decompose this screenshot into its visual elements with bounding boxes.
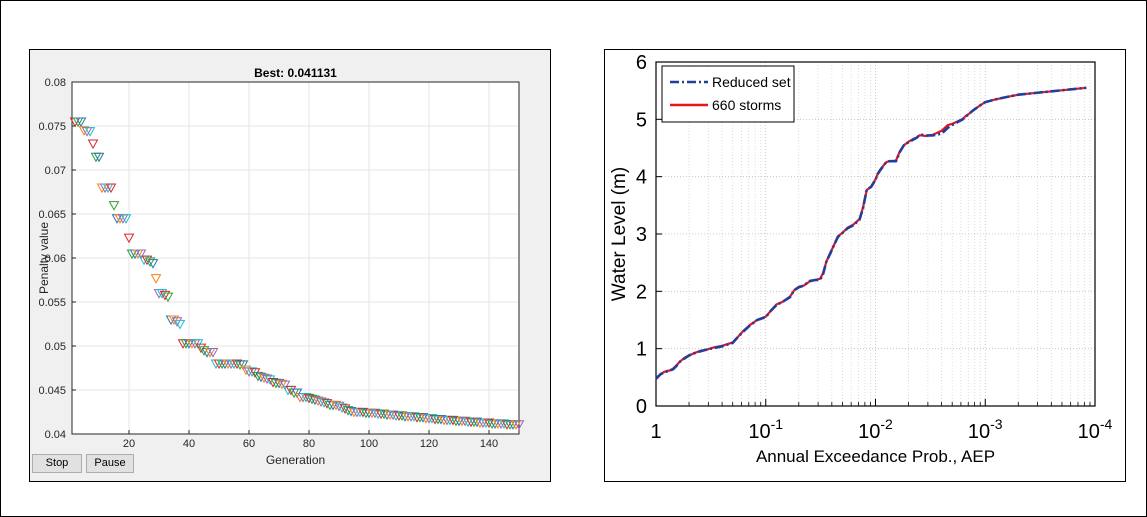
data-point	[75, 117, 87, 128]
legend-box	[661, 65, 795, 123]
data-point	[435, 414, 447, 425]
x-tick-label: 10-4	[1078, 416, 1113, 443]
data-point	[162, 292, 174, 303]
data-point	[369, 408, 381, 419]
data-point	[357, 407, 369, 418]
x-tick-label: 10-3	[968, 416, 1003, 443]
legend-label: Reduced set	[712, 74, 791, 90]
data-point	[237, 360, 249, 371]
y-tick-label: 0.055	[38, 297, 66, 309]
x-tick-label: 100	[360, 438, 378, 450]
data-point	[396, 411, 408, 422]
data-point	[171, 317, 183, 327]
x-axis-label: Annual Exceedance Prob., AEP	[756, 447, 995, 466]
optimization-panel: 20 40 60 80 100 120 140 0.04 0.045 0.05 0.055 0.06 0…	[29, 49, 551, 482]
data-point	[123, 233, 135, 244]
data-point	[447, 415, 459, 426]
aep-panel: 1 10-1 10-2 10-3 10-4 0 1 2 3 4 5 6 Reduced set 660 s…	[604, 49, 1126, 482]
data-point	[513, 420, 525, 430]
data-point	[84, 127, 96, 137]
y-tick-label: 5	[636, 109, 647, 131]
plot-border	[655, 61, 1096, 407]
x-tick-label: 10-2	[858, 416, 893, 443]
x-tick-label: 1	[650, 421, 661, 443]
data-point	[144, 257, 156, 268]
data-point	[279, 380, 291, 391]
y-axis-label: Penalty value	[37, 222, 51, 294]
x-tick-label: 40	[183, 438, 195, 450]
data-point	[231, 359, 243, 370]
data-point	[483, 418, 495, 429]
y-tick-label: 0.06	[45, 253, 66, 265]
y-tick-label: 3	[636, 224, 647, 246]
x-tick-label: 20	[123, 438, 135, 450]
data-point	[150, 274, 162, 284]
x-axis-label: Generation	[266, 453, 325, 467]
data-point	[387, 410, 399, 421]
data-point	[135, 249, 147, 260]
data-point	[147, 259, 159, 269]
data-point	[276, 379, 288, 390]
y-tick-label: 6	[636, 52, 647, 74]
data-point	[471, 417, 483, 428]
data-point	[174, 319, 186, 330]
y-tick-label: 0.04	[45, 429, 66, 441]
plot-border	[71, 81, 520, 435]
data-point	[108, 201, 120, 211]
legend-label: 660 storms	[712, 97, 781, 113]
data-point	[207, 348, 219, 358]
data-point	[93, 152, 105, 163]
x-tick-label: 120	[420, 438, 438, 450]
pause-button[interactable]: Pause	[86, 454, 134, 473]
x-tick-label: 140	[480, 438, 498, 450]
data-point	[459, 416, 471, 427]
series-line	[655, 86, 1087, 380]
x-tick-label: 60	[243, 438, 255, 450]
data-point	[267, 377, 279, 388]
y-tick-label: 0.05	[45, 341, 66, 353]
data-point	[78, 126, 90, 136]
x-tick-label: 10-1	[748, 416, 783, 443]
data-point	[345, 407, 357, 417]
chart-title: Best: 0.041131	[254, 66, 337, 80]
data-point	[159, 290, 171, 301]
penalty-chart: 20 40 60 80 100 120 140 0.04 0.045 0.05 0.055 0.06 0…	[37, 66, 525, 467]
data-point	[120, 214, 132, 224]
y-tick-label: 0.08	[45, 77, 66, 89]
data-point	[498, 419, 510, 429]
series-line	[655, 86, 1087, 380]
data-point	[105, 183, 117, 194]
data-point	[417, 413, 429, 423]
data-point	[378, 409, 390, 420]
x-tick-label: 80	[303, 438, 315, 450]
y-tick-label: 0.045	[38, 385, 66, 397]
y-tick-label: 1	[636, 339, 647, 361]
data-point	[426, 414, 438, 424]
data-point	[408, 412, 420, 422]
y-tick-label: 0	[636, 396, 647, 418]
y-tick-label: 4	[636, 167, 647, 189]
stop-button[interactable]: Stop	[32, 454, 82, 473]
y-tick-label: 0.07	[45, 165, 66, 177]
y-tick-label: 0.075	[38, 121, 66, 133]
y-tick-label: 2	[636, 281, 647, 303]
data-point	[87, 139, 99, 150]
y-axis-label: Water Level (m)	[609, 167, 630, 301]
y-tick-label: 0.065	[38, 209, 66, 221]
